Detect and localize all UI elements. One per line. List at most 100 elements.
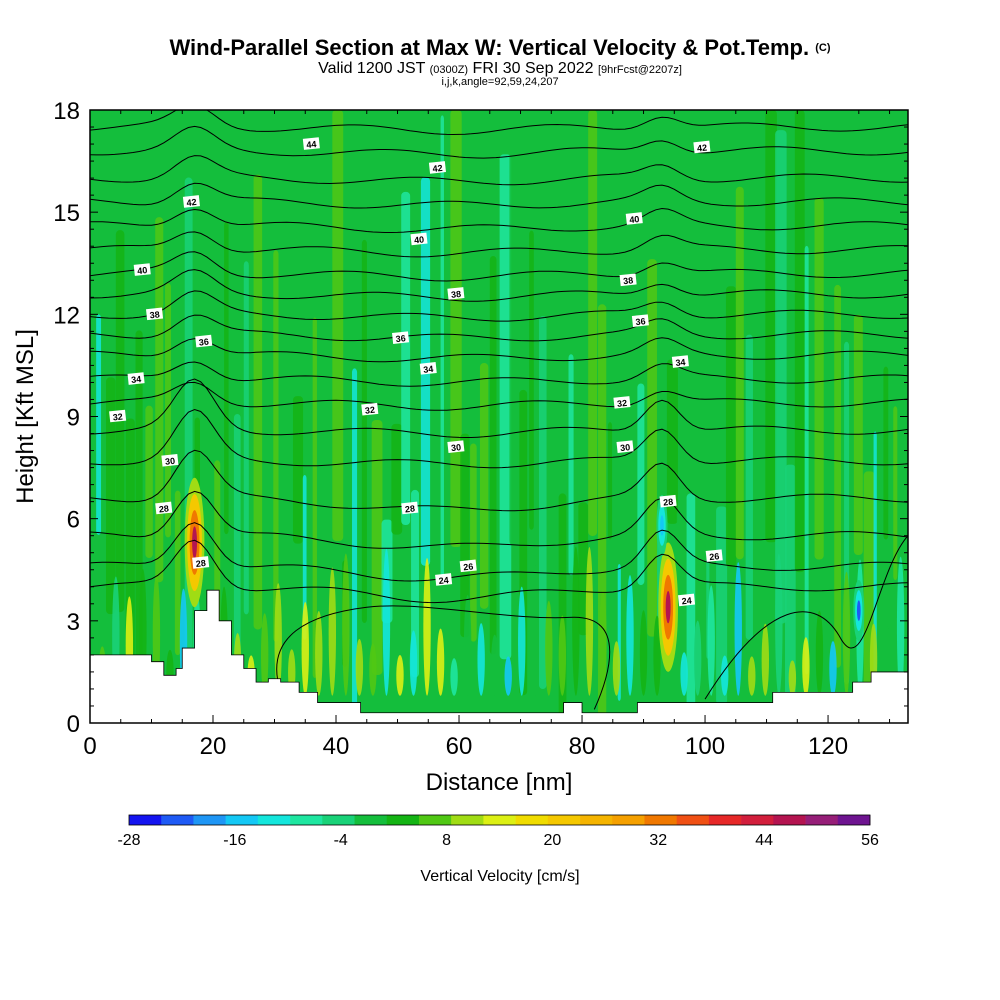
velocity-streak xyxy=(824,173,833,633)
contour-label-bg xyxy=(419,362,437,375)
colorbar-swatch xyxy=(290,815,323,825)
boundary-layer-cell xyxy=(693,620,702,696)
contour-label-text: 36 xyxy=(198,337,209,348)
colorbar-swatch xyxy=(161,815,194,825)
colorbar-tick-label: -28 xyxy=(117,832,140,849)
velocity-streak xyxy=(637,383,645,586)
contour-label-text: 38 xyxy=(149,309,160,320)
contour-label-bg xyxy=(428,161,446,174)
velocity-streak xyxy=(479,363,489,609)
contour-label-text: 26 xyxy=(709,551,720,562)
colorbar-swatch xyxy=(741,815,774,825)
y-tick-label: 3 xyxy=(67,609,80,636)
chart-subtitle: Valid 1200 JST (0300Z) FRI 30 Sep 2022 [… xyxy=(318,60,682,77)
contour-label-text: 40 xyxy=(629,214,640,225)
colorbar-tick-label: 20 xyxy=(544,832,562,849)
theta-contour-label: 36 xyxy=(195,334,213,348)
velocity-streak xyxy=(784,464,796,707)
velocity-streak xyxy=(450,110,462,547)
theta-contour-line xyxy=(90,110,908,136)
terrain xyxy=(90,589,908,723)
y-tick-label: 6 xyxy=(67,507,80,534)
velocity-streak xyxy=(627,349,632,530)
boundary-layer-cell xyxy=(842,571,851,696)
velocity-streak xyxy=(499,154,512,660)
theta-contour-label: 28 xyxy=(401,501,419,514)
contour-label-text: 34 xyxy=(423,364,434,375)
theta-contour-line xyxy=(90,231,908,258)
velocity-streak xyxy=(588,110,598,536)
colorbar-swatch xyxy=(322,815,355,825)
contour-label-text: 32 xyxy=(617,398,628,409)
contour-label-bg xyxy=(447,287,465,300)
contour-label-bg xyxy=(447,440,465,453)
boundary-layer-cell xyxy=(382,548,391,696)
velocity-streak xyxy=(814,197,824,560)
boundary-layer-cell xyxy=(612,641,621,696)
y-tick-label: 18 xyxy=(53,98,80,125)
contour-label-text: 38 xyxy=(450,289,461,300)
contour-label-text: 40 xyxy=(137,265,148,276)
velocity-streak xyxy=(696,116,701,625)
colorbar-swatch xyxy=(837,815,871,825)
theta-contour-label: 36 xyxy=(392,331,410,344)
contour-label-bg xyxy=(693,140,711,154)
velocity-streak xyxy=(607,422,613,540)
copyright-mark: (C) xyxy=(815,42,831,54)
contour-label-bg xyxy=(613,396,631,409)
theta-contour-label: 40 xyxy=(410,232,428,246)
x-tick-label: 0 xyxy=(83,733,96,760)
colorbar-swatch xyxy=(225,815,259,825)
velocity-streak xyxy=(725,286,737,567)
boundary-layer-cell xyxy=(409,630,418,696)
boundary-layer-cell xyxy=(558,615,567,696)
x-tick-label: 40 xyxy=(323,733,350,760)
contour-label-bg xyxy=(459,559,477,573)
boundary-layer-cell xyxy=(734,562,742,696)
contour-label-bg xyxy=(361,402,379,416)
contour-label-text: 30 xyxy=(450,442,461,453)
velocity-streak xyxy=(361,239,367,624)
boundary-layer-cell xyxy=(707,585,715,696)
boundary-layer-cell xyxy=(436,628,445,696)
velocity-streak xyxy=(174,490,181,656)
contour-label-text: 24 xyxy=(438,575,449,586)
boundary-layer-cell xyxy=(355,639,364,696)
boundary-layer-cell xyxy=(761,623,770,696)
contour-label-bg xyxy=(302,137,320,150)
theta-contour-label: 28 xyxy=(659,494,677,508)
colorbar-swatch xyxy=(515,815,549,825)
contour-label-text: 32 xyxy=(364,405,375,416)
theta-contour-label: 30 xyxy=(161,453,179,467)
velocity-streak xyxy=(529,230,534,530)
velocity-streak xyxy=(322,443,334,602)
x-tick-label: 80 xyxy=(569,733,596,760)
velocity-streak xyxy=(853,314,863,556)
boundary-layer-cell xyxy=(680,652,688,696)
boundary-layer-cell xyxy=(491,634,499,696)
velocity-streak xyxy=(440,115,444,583)
velocity-streak xyxy=(401,191,411,526)
theta-contour-line xyxy=(90,251,908,282)
velocity-streak xyxy=(352,368,358,723)
contour-label-text: 44 xyxy=(306,139,317,150)
colorbar-frame xyxy=(128,814,871,826)
velocity-streak xyxy=(204,344,210,620)
velocity-streak xyxy=(568,354,574,576)
velocity-streak xyxy=(165,283,171,538)
contour-label-text: 36 xyxy=(635,316,646,327)
velocity-streak xyxy=(470,443,477,642)
velocity-streak xyxy=(105,377,116,615)
theta-contour-label: 32 xyxy=(361,402,379,416)
velocity-streak xyxy=(411,489,419,678)
contour-label-text: 28 xyxy=(195,558,206,569)
theta-contour-line xyxy=(90,269,908,302)
theta-contour-label: 34 xyxy=(671,355,689,368)
colorbar-title: Vertical Velocity [cm/s] xyxy=(420,868,579,885)
contour-label-bg xyxy=(631,314,649,327)
colorbar-swatch xyxy=(547,815,581,825)
contour-label-bg xyxy=(410,232,428,246)
boundary-layer-cell xyxy=(802,637,810,696)
velocity-streak xyxy=(775,130,787,624)
